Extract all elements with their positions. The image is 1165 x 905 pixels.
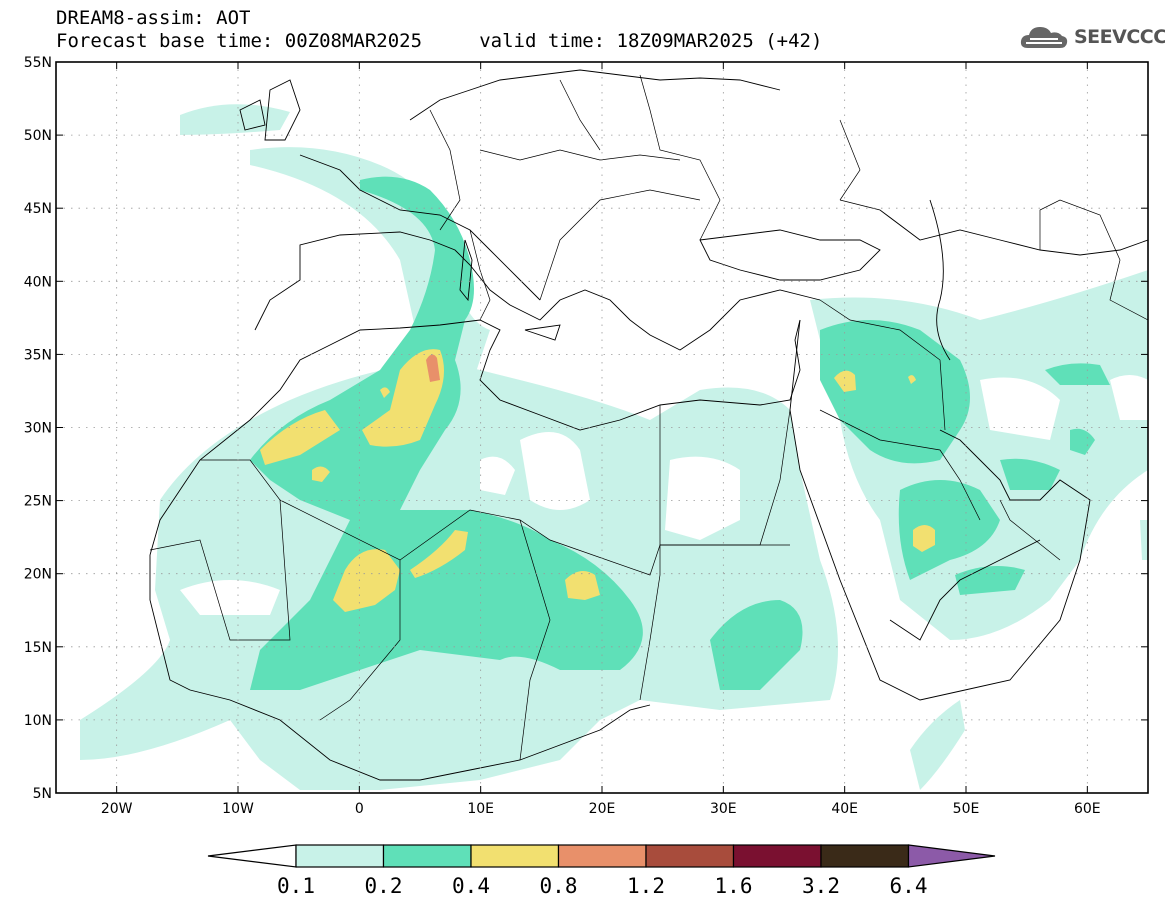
lat-label: 35N (24, 347, 52, 363)
lon-label: 60E (1074, 801, 1101, 817)
lat-label: 10N (24, 713, 52, 729)
colorbar-label: 0.1 (277, 874, 315, 898)
lon-label: 30E (710, 801, 737, 817)
aot-level-0.1 (80, 104, 1148, 790)
lon-label: 20E (589, 801, 616, 817)
colorbar-label: 0.8 (540, 874, 578, 898)
forecast-time-line: Forecast base time: 00Z08MAR2025 valid t… (56, 30, 823, 52)
lon-label: 10W (222, 801, 254, 817)
map-title: DREAM8-assim: AOT (56, 7, 251, 29)
aot-level-0.2 (250, 176, 1110, 690)
colorbar-label: 1.2 (627, 874, 665, 898)
colorbar (207, 844, 996, 868)
colorbar-swatch (820, 844, 910, 868)
colorbar-swatch (295, 844, 385, 868)
lat-label: 40N (24, 274, 52, 290)
lon-label: 20W (101, 801, 133, 817)
colorbar-swatch (732, 844, 822, 868)
logo-text: SEEVCCC (1074, 26, 1165, 48)
lat-label: 55N (24, 55, 52, 71)
colorbar-low-arrow (207, 844, 297, 868)
lat-label: 30N (24, 421, 52, 437)
lon-label: 0 (355, 801, 364, 817)
longitude-labels: 20W 10W 0 10E 20E 30E 40E 50E 60E (101, 801, 1101, 817)
aot-below-0.1 (180, 375, 1148, 615)
axis-ticks (56, 61, 1148, 794)
latitude-labels: 5N 10N 15N 20N 25N 30N 35N 40N 45N 50N 55N (24, 55, 52, 802)
colorbar-label: 0.2 (365, 874, 403, 898)
seevccc-logo: SEEVCCC (1018, 22, 1165, 52)
colorbar-swatch (557, 844, 647, 868)
aot-level-0.4 (260, 349, 935, 612)
lat-label: 25N (24, 494, 52, 510)
aot-fields (80, 104, 1148, 790)
lon-label: 40E (831, 801, 858, 817)
lat-label: 5N (33, 786, 52, 802)
colorbar-label: 0.4 (452, 874, 490, 898)
borders (149, 74, 1148, 761)
colorbar-labels: 0.1 0.2 0.4 0.8 1.2 1.6 3.2 6.4 (277, 874, 927, 898)
colorbar-label: 3.2 (802, 874, 840, 898)
colorbar-swatch (470, 844, 560, 868)
colorbar-label: 6.4 (890, 874, 928, 898)
colorbar-swatch (645, 844, 735, 868)
lat-label: 20N (24, 567, 52, 583)
lat-label: 15N (24, 640, 52, 656)
cloud-icon (1020, 27, 1068, 48)
colorbar-label: 1.6 (715, 874, 753, 898)
aot-level-0.8 (426, 354, 440, 382)
lat-label: 45N (24, 201, 52, 217)
coastlines (149, 69, 1148, 781)
lon-label: 10E (467, 801, 494, 817)
colorbar-swatch (382, 844, 472, 868)
colorbar-high-arrow (907, 844, 996, 868)
lat-label: 50N (24, 128, 52, 144)
lon-label: 50E (953, 801, 980, 817)
